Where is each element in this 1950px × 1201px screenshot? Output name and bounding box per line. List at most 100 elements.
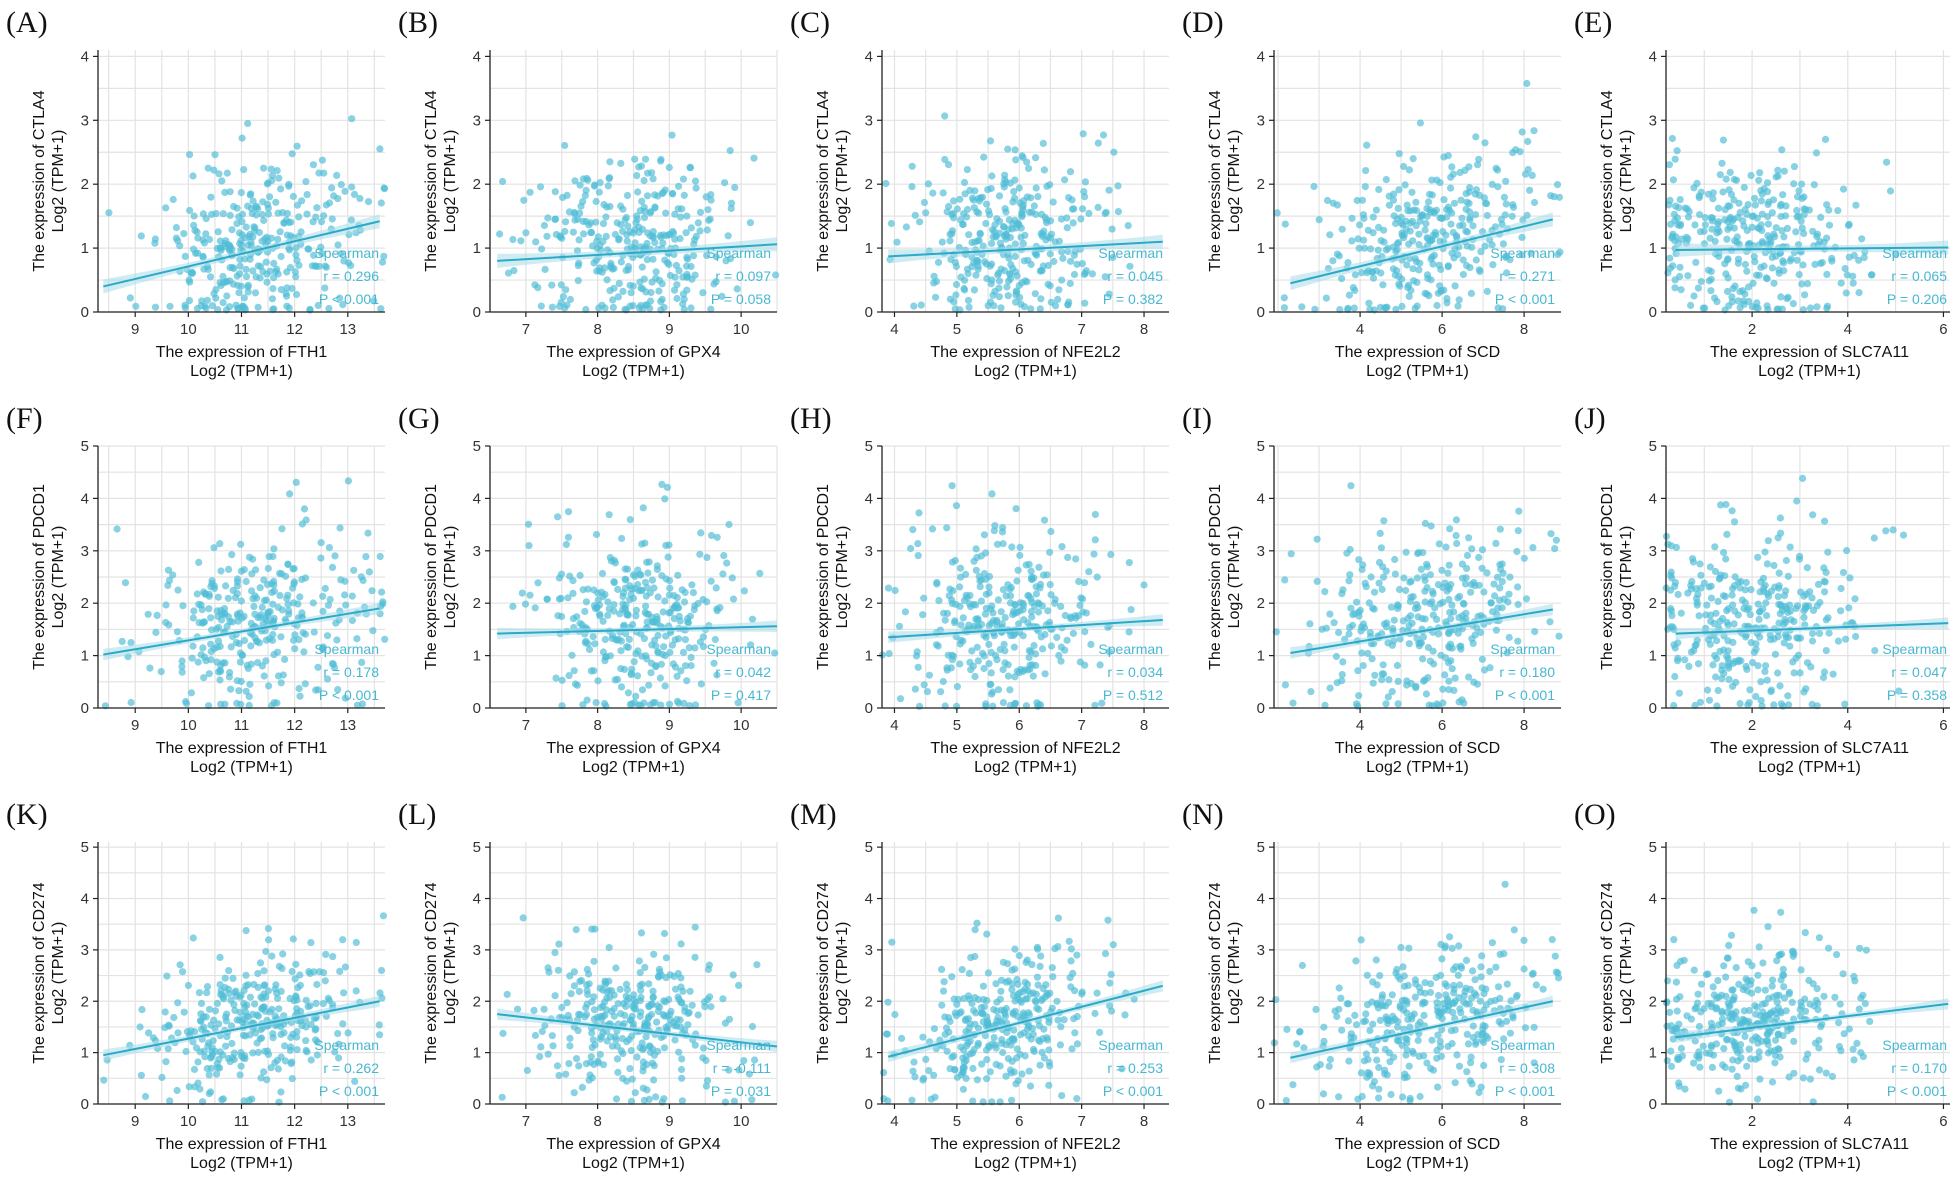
data-point — [941, 155, 949, 164]
data-point — [570, 968, 578, 976]
data-point — [1442, 543, 1450, 551]
data-point — [1889, 526, 1897, 534]
data-point — [250, 223, 258, 231]
data-point — [1668, 612, 1676, 620]
data-point — [1339, 658, 1347, 666]
data-point — [1345, 291, 1353, 299]
data-point — [1375, 558, 1384, 567]
data-point — [240, 612, 248, 620]
data-point — [615, 635, 623, 643]
data-point — [985, 1043, 993, 1051]
data-point — [575, 1062, 583, 1070]
data-point — [1514, 600, 1522, 609]
data-point — [234, 281, 242, 290]
data-point — [1452, 532, 1460, 540]
data-point — [1351, 286, 1359, 295]
data-point — [1498, 578, 1506, 586]
data-point — [339, 936, 347, 944]
data-point — [1415, 241, 1423, 249]
data-point — [638, 225, 647, 233]
data-point — [986, 137, 995, 145]
data-point — [1392, 305, 1400, 313]
data-point — [1022, 958, 1030, 966]
data-point — [234, 304, 242, 312]
data-point — [686, 164, 694, 172]
data-point — [601, 998, 609, 1006]
data-point — [1043, 216, 1051, 224]
data-point — [1382, 246, 1390, 254]
data-point — [1505, 633, 1513, 642]
data-point — [1665, 201, 1673, 209]
data-point — [381, 635, 389, 643]
data-point — [721, 179, 729, 187]
y-tick-label: 2 — [81, 176, 89, 193]
data-point — [562, 540, 570, 549]
data-point — [979, 982, 987, 990]
data-point — [1124, 222, 1132, 230]
data-point — [1001, 176, 1009, 184]
data-point — [1706, 234, 1714, 242]
data-point — [1478, 564, 1486, 572]
data-point — [999, 586, 1007, 594]
data-point — [753, 961, 761, 969]
data-point — [961, 1016, 969, 1024]
data-point — [1037, 952, 1045, 960]
data-point — [1667, 220, 1675, 228]
data-point — [1463, 228, 1472, 236]
data-point — [1450, 608, 1458, 616]
data-point — [607, 1007, 616, 1015]
data-point — [1855, 256, 1863, 264]
data-point — [1781, 212, 1790, 220]
data-point — [1044, 607, 1052, 615]
data-point — [691, 701, 700, 709]
data-point — [1366, 629, 1374, 637]
data-point — [1806, 588, 1814, 596]
data-point — [1806, 304, 1815, 312]
data-point — [1514, 527, 1522, 535]
data-point — [582, 186, 590, 194]
data-point — [684, 1021, 692, 1029]
data-point — [1413, 302, 1421, 310]
data-point — [1790, 180, 1798, 188]
data-point — [290, 636, 298, 644]
data-point — [1823, 304, 1831, 312]
data-point — [344, 1029, 352, 1037]
y-axis-subtitle: Log2 (TPM+1) — [442, 922, 459, 1025]
data-point — [980, 664, 988, 673]
data-point — [1004, 145, 1012, 153]
data-point — [960, 994, 968, 1003]
data-point — [614, 585, 622, 593]
data-point — [291, 268, 299, 276]
data-point — [187, 1027, 195, 1035]
data-point — [1725, 186, 1733, 194]
data-point — [1496, 525, 1504, 533]
data-point — [314, 301, 322, 310]
data-point — [726, 147, 734, 155]
stat-r-value: r = 0.271 — [1499, 268, 1555, 284]
panel-label: (E) — [1574, 6, 1613, 39]
data-point — [1006, 233, 1015, 242]
data-point — [1669, 230, 1677, 238]
stat-r-value: r = 0.034 — [1107, 664, 1163, 680]
data-point — [595, 267, 603, 275]
data-point — [173, 1086, 181, 1095]
data-point — [1668, 134, 1676, 143]
data-point — [735, 981, 743, 989]
data-point — [1798, 224, 1806, 232]
data-point — [214, 593, 222, 601]
data-point — [242, 223, 250, 231]
stat-r-value: r = 0.180 — [1499, 664, 1555, 680]
y-tick-label: 4 — [81, 48, 89, 65]
data-point — [880, 1069, 888, 1077]
data-point — [1834, 207, 1842, 215]
data-point — [584, 640, 592, 648]
data-point — [1764, 232, 1772, 240]
data-point — [1370, 588, 1379, 596]
data-point — [576, 181, 584, 189]
data-point — [1379, 661, 1387, 669]
y-tick-label: 2 — [81, 595, 89, 612]
data-point — [225, 990, 233, 998]
data-point — [1429, 611, 1437, 619]
data-point — [571, 680, 580, 688]
data-point — [640, 177, 648, 185]
